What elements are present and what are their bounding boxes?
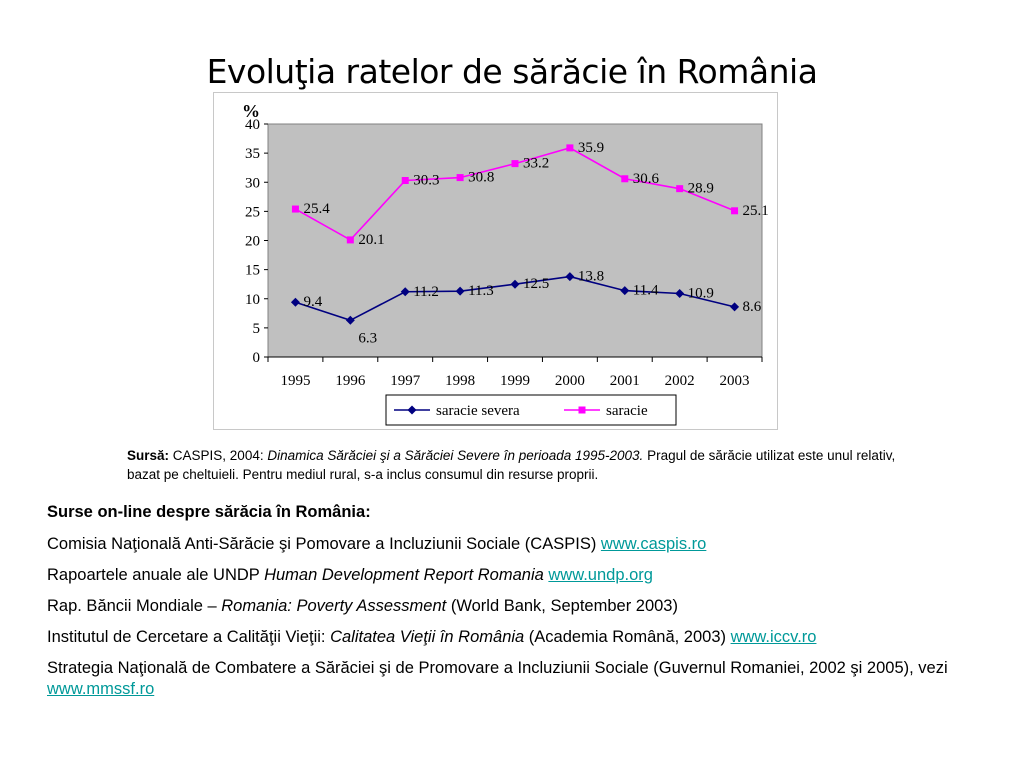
source-item-title: Human Development Report Romania: [264, 566, 544, 584]
y-tick-label: 40: [245, 117, 260, 133]
y-tick-label: 20: [245, 234, 260, 250]
x-tick-label: 1996: [335, 373, 366, 389]
x-tick-label: 2001: [610, 373, 640, 389]
source-item-text: Institutul de Cercetare a Calităţii Vieţ…: [47, 628, 331, 646]
data-point-diamond: [730, 302, 740, 312]
data-label: 12.5: [523, 276, 549, 292]
legend-label: saracie: [606, 403, 648, 419]
chart-container: 0 5 10 15 20 25 30 35 40% 1995 1996 1997 1998 1999 200…: [213, 92, 778, 430]
data-point-diamond: [675, 289, 685, 299]
iccv-link[interactable]: www.iccv.ro: [730, 628, 817, 646]
source-item: Institutul de Cercetare a Calităţii Vieţ…: [47, 627, 1022, 648]
legend-marker-square: [578, 406, 586, 414]
source-item-title: Calitatea Vieţii în România: [330, 628, 525, 646]
data-point-square: [401, 177, 409, 185]
data-point-diamond: [510, 279, 520, 289]
source-item: Strategia Naţională de Combatere a Sărăc…: [47, 658, 1022, 700]
x-tick-label: 1995: [280, 373, 310, 389]
source-item: Rapoartele anuale ale UNDP Human Develop…: [47, 565, 1022, 586]
data-point-diamond: [345, 315, 355, 325]
data-point-square: [291, 205, 299, 213]
data-point-square: [731, 207, 739, 215]
data-point-square: [456, 174, 464, 182]
y-tick-label: 5: [253, 321, 261, 337]
x-tick-label: 2003: [720, 373, 750, 389]
data-label: 13.8: [578, 269, 604, 285]
legend-box: [385, 394, 677, 426]
data-label: 6.3: [358, 330, 377, 346]
data-label: 30.8: [468, 170, 494, 186]
data-label: 30.6: [633, 171, 660, 187]
x-tick-label: 1999: [500, 373, 530, 389]
online-sources-heading: Surse on-line despre sărăcia în România:: [47, 503, 371, 521]
legend-label: saracie severa: [436, 403, 520, 419]
source-item-text: Comisia Naţională Anti-Sărăcie şi Pomova…: [47, 535, 601, 553]
data-label: 11.4: [633, 283, 659, 299]
undp-link[interactable]: www.undp.org: [548, 566, 653, 584]
mmssf-link[interactable]: www.mmssf.ro: [47, 680, 155, 698]
data-point-diamond: [290, 297, 300, 307]
source-item-text: Rap. Băncii Mondiale –: [47, 597, 222, 615]
data-point-square: [511, 160, 519, 168]
data-label: 28.9: [688, 181, 714, 197]
data-label: 11.3: [468, 283, 494, 299]
data-point-diamond: [400, 287, 410, 297]
source-item-text: Rapoartele anuale ale UNDP: [47, 566, 265, 584]
y-tick-label: 0: [253, 350, 261, 366]
source-details: Pragul de sărăcie utilizat este unul rel…: [127, 448, 896, 482]
data-label: 30.3: [413, 173, 439, 189]
source-item: Comisia Naţională Anti-Sărăcie şi Pomova…: [47, 534, 1022, 555]
caspis-link[interactable]: www.caspis.ro: [600, 535, 707, 553]
data-label: 20.1: [358, 232, 384, 248]
data-label: 25.1: [743, 203, 769, 219]
data-point-square: [566, 144, 574, 152]
source-item-text: (World Bank, September 2003): [446, 597, 678, 615]
data-point-square: [676, 185, 684, 193]
y-axis-label: %: [242, 101, 260, 121]
data-label: 35.9: [578, 140, 604, 156]
page-title: Evoluţia ratelor de sărăcie în România: [206, 52, 818, 92]
x-tick-label: 2000: [555, 373, 585, 389]
data-point-square: [346, 236, 354, 244]
line-chart: 0 5 10 15 20 25 30 35 40% 1995 1996 1997 1998 1999 200…: [242, 101, 769, 426]
data-label: 8.6: [743, 299, 762, 315]
y-tick-label: 30: [245, 175, 260, 191]
source-item-title: Romania: Poverty Assessment: [221, 597, 447, 615]
data-label: 33.2: [523, 156, 549, 172]
online-sources: Surse on-line despre sărăcia în România:…: [47, 503, 1022, 710]
x-tick-label: 1997: [390, 373, 421, 389]
source-note: Sursă: CASPIS, 2004: Dinamica Sărăciei ş…: [127, 446, 927, 484]
data-label: 25.4: [303, 201, 330, 217]
data-point-diamond: [455, 286, 465, 296]
data-point-diamond: [620, 286, 630, 296]
x-tick-label: 1998: [445, 373, 475, 389]
data-point-square: [621, 175, 629, 183]
data-label: 11.2: [413, 284, 439, 300]
source-prefix: CASPIS, 2004:: [169, 448, 268, 463]
source-item: Rap. Băncii Mondiale – Romania: Poverty …: [47, 596, 1022, 617]
source-label: Sursă:: [127, 448, 170, 463]
source-title: Dinamica Sărăciei şi a Sărăciei Severe î…: [267, 448, 644, 463]
data-label: 10.9: [688, 286, 714, 302]
y-tick-label: 10: [245, 292, 260, 308]
source-item-text: Strategia Naţională de Combatere a Sărăc…: [47, 659, 948, 677]
data-point-diamond: [565, 272, 575, 282]
plot-area: [267, 123, 763, 358]
source-item-text: (Academia Română, 2003): [524, 628, 731, 646]
x-tick-label: 2002: [665, 373, 695, 389]
y-tick-label: 15: [245, 263, 260, 279]
data-label: 9.4: [303, 294, 322, 310]
y-tick-label: 25: [245, 204, 260, 220]
legend-marker-diamond: [407, 405, 417, 415]
y-tick-label: 35: [245, 146, 260, 162]
